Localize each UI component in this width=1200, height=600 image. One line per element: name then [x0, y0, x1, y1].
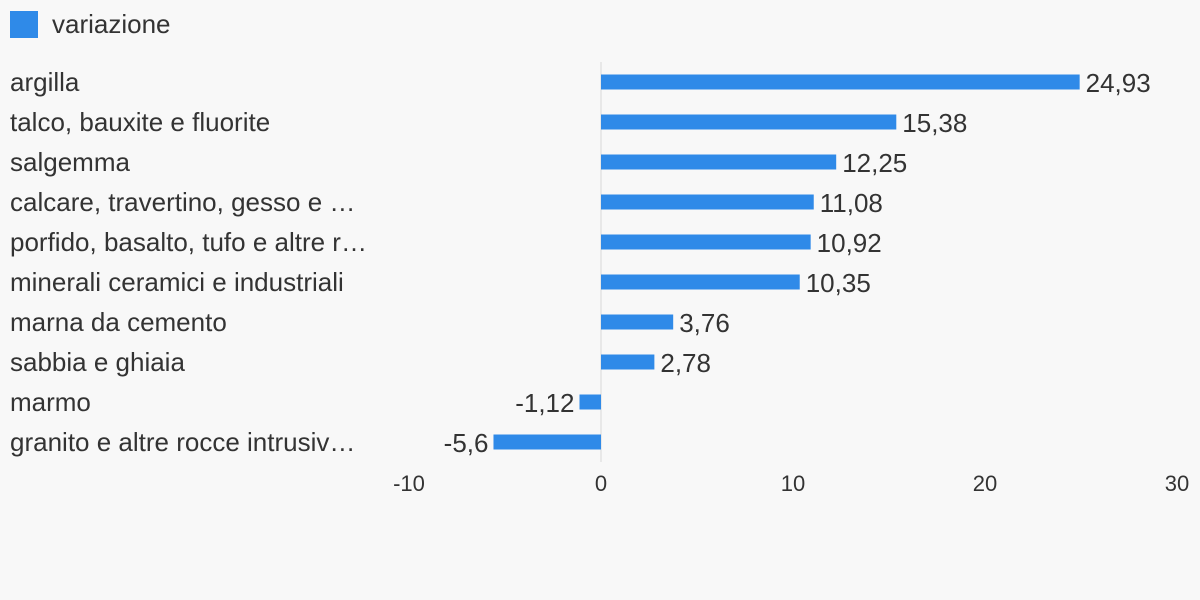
value-label: 3,76: [679, 308, 730, 338]
value-label: 2,78: [660, 348, 711, 378]
x-tick-label: 30: [1165, 471, 1189, 496]
bar: [601, 274, 800, 290]
x-tick-label: -10: [393, 471, 425, 496]
category-label: salgemma: [10, 147, 130, 177]
x-tick-label: 20: [973, 471, 997, 496]
legend: variazione: [10, 10, 171, 38]
x-tick-label: 0: [595, 471, 607, 496]
bar: [601, 194, 814, 210]
category-label: calcare, travertino, gesso e …: [10, 187, 355, 217]
value-label: 24,93: [1086, 68, 1151, 98]
value-label: 15,38: [902, 108, 967, 138]
bar: [601, 74, 1080, 90]
legend-swatch: [10, 10, 38, 38]
bar: [601, 314, 674, 330]
value-label: 10,92: [817, 228, 882, 258]
bar: [601, 234, 811, 250]
bar: [579, 394, 601, 410]
value-label: -5,6: [444, 428, 489, 458]
value-label: 12,25: [842, 148, 907, 178]
value-label: 10,35: [806, 268, 871, 298]
category-label: talco, bauxite e fluorite: [10, 107, 270, 137]
category-label: porfido, basalto, tufo e altre r…: [10, 227, 367, 257]
value-label: 11,08: [820, 188, 883, 218]
bar: [601, 354, 655, 370]
category-label: sabbia e ghiaia: [10, 347, 185, 377]
bar: [601, 154, 837, 170]
legend-label: variazione: [52, 9, 171, 39]
category-label: granito e altre rocce intrusiv…: [10, 427, 355, 457]
category-label: marna da cemento: [10, 307, 227, 337]
category-label: argilla: [10, 67, 80, 97]
bar: [601, 114, 897, 130]
category-label: marmo: [10, 387, 91, 417]
category-label: minerali ceramici e industriali: [10, 267, 344, 297]
value-label: -1,12: [515, 388, 574, 418]
x-tick-label: 10: [781, 471, 805, 496]
bar: [493, 434, 601, 450]
